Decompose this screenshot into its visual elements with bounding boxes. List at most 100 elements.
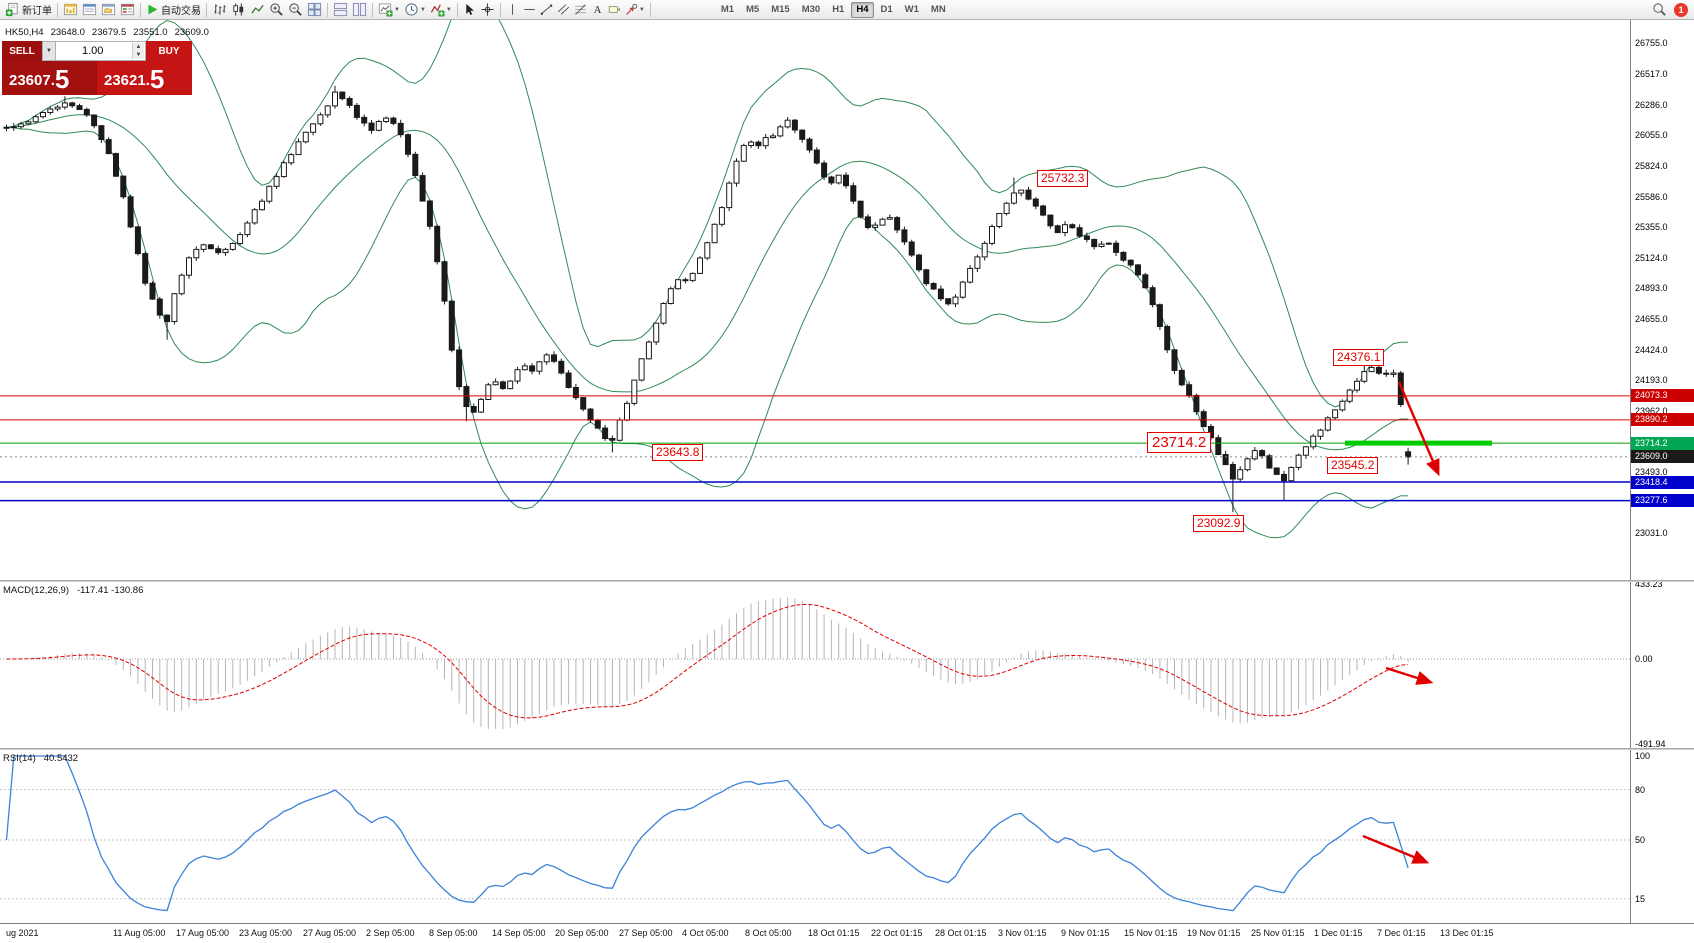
buy-price-button[interactable]: 23621. 5 bbox=[97, 61, 192, 95]
market-watch-button[interactable] bbox=[61, 1, 80, 19]
data-window-button[interactable] bbox=[80, 1, 99, 19]
zoom-in-button[interactable] bbox=[267, 1, 286, 19]
chevron-down-icon: ▼ bbox=[394, 6, 400, 13]
price-axis-label: 26055.0 bbox=[1635, 130, 1668, 140]
hline-icon bbox=[523, 3, 536, 16]
price-annotation[interactable]: 23545.2 bbox=[1327, 457, 1379, 474]
price-annotation[interactable]: 23714.2 bbox=[1147, 432, 1212, 453]
indicators-button[interactable]: ▼ bbox=[428, 1, 454, 19]
timeframe-button-h1[interactable]: H1 bbox=[832, 3, 845, 15]
timeframe-button-h4[interactable]: H4 bbox=[851, 1, 874, 18]
text-label-button[interactable] bbox=[606, 1, 623, 19]
time-axis-label: 9 Nov 01:15 bbox=[1061, 928, 1110, 938]
search-button[interactable] bbox=[1650, 1, 1669, 19]
price-annotation[interactable]: 25732.3 bbox=[1037, 170, 1089, 187]
volume-down-button[interactable]: ▼ bbox=[135, 52, 142, 58]
price-axis-label: 24655.0 bbox=[1635, 314, 1668, 324]
svg-text:A: A bbox=[594, 5, 602, 16]
price-axis-label: 25355.0 bbox=[1635, 222, 1668, 232]
rsi-chart bbox=[0, 755, 1630, 912]
trend-arrow[interactable] bbox=[1397, 381, 1440, 477]
timeframe-button-m5[interactable]: M5 bbox=[746, 3, 760, 15]
price-axis-label: 24893.0 bbox=[1635, 283, 1668, 293]
time-axis-label: 25 Nov 01:15 bbox=[1251, 928, 1305, 938]
autotrade-button-label: 自动交易 bbox=[161, 6, 201, 17]
symbol-timeframe: HK50,H4 bbox=[5, 27, 44, 38]
trend-arrow[interactable] bbox=[1385, 666, 1434, 685]
volume-input[interactable]: 1.00 ▲ ▼ bbox=[56, 41, 146, 61]
trend-arrow[interactable] bbox=[1362, 834, 1430, 864]
macd-panel[interactable]: MACD(12,26,9) -117.41 -130.86 bbox=[0, 582, 1630, 748]
vertical-line-button[interactable] bbox=[504, 1, 521, 19]
new-order-button[interactable]: 新订单 bbox=[3, 1, 54, 19]
equidistant-channel-button[interactable] bbox=[555, 1, 572, 19]
terminal-button[interactable] bbox=[118, 1, 137, 19]
autotrade-play-icon bbox=[146, 3, 159, 16]
price-axis[interactable]: 26755.0 26517.0 26286.0 26055.0 25824.0 25586… bbox=[1630, 20, 1694, 923]
chart-candles-button[interactable] bbox=[229, 1, 248, 19]
data-window-icon bbox=[82, 2, 97, 17]
price-annotation[interactable]: 24376.1 bbox=[1333, 349, 1385, 366]
timeframe-button-mn[interactable]: MN bbox=[930, 3, 946, 15]
panel-splitter[interactable] bbox=[0, 580, 1694, 582]
price-axis-label: 23962.0 bbox=[1635, 406, 1668, 416]
price-annotation[interactable]: 23643.8 bbox=[652, 444, 704, 461]
ohlc-close: 23609.0 bbox=[174, 27, 209, 38]
new-chart-button[interactable]: ▼ bbox=[376, 1, 402, 19]
timeframe-button-d1[interactable]: D1 bbox=[880, 3, 893, 15]
sell-button[interactable]: SELL bbox=[2, 41, 42, 61]
price-annotation[interactable]: 23092.9 bbox=[1193, 515, 1245, 532]
autotrade-button[interactable]: 自动交易 bbox=[144, 1, 203, 19]
arrange-vertical-button[interactable] bbox=[350, 1, 369, 19]
price-axis-label: 25586.0 bbox=[1635, 192, 1668, 202]
trendline-button[interactable] bbox=[538, 1, 555, 19]
arrange-horizontal-button[interactable] bbox=[331, 1, 350, 19]
label-icon bbox=[608, 3, 621, 16]
chart-profiles-button[interactable]: ▼ bbox=[402, 1, 428, 19]
candlestick-chart[interactable] bbox=[0, 20, 1630, 580]
shapes-button[interactable]: ▼ bbox=[623, 1, 647, 19]
horizontal-line-button[interactable] bbox=[521, 1, 538, 19]
tile-windows-button[interactable] bbox=[305, 1, 324, 19]
price-axis-badge: 23890.2 bbox=[1631, 413, 1694, 426]
cursor-button[interactable] bbox=[461, 1, 478, 19]
time-axis-label: 13 Dec 01:15 bbox=[1440, 928, 1494, 938]
chart-bars-button[interactable] bbox=[210, 1, 229, 19]
horizontal-price-lines[interactable] bbox=[0, 395, 1630, 502]
buy-price: 23621. bbox=[104, 72, 150, 89]
text-icon: A bbox=[591, 3, 604, 16]
toolbar: 新订单 自动交易 ▼ ▼ ▼ A ▼ M1 M5 M15 M30 H1 H4 D1 W1 MN 1 bbox=[0, 0, 1694, 20]
time-axis-label: 2 Sep 05:00 bbox=[366, 928, 415, 938]
one-click-trading-panel: SELL ▼ 1.00 ▲ ▼ BUY 23607. 5 23621. 5 bbox=[2, 41, 192, 95]
zoom-out-button[interactable] bbox=[286, 1, 305, 19]
rsi-panel[interactable]: RSI(14) 40.5432 bbox=[0, 750, 1630, 922]
timeframe-button-m15[interactable]: M15 bbox=[771, 3, 790, 15]
time-axis-label: 14 Sep 05:00 bbox=[492, 928, 546, 938]
fibonacci-button[interactable] bbox=[572, 1, 589, 19]
toolbar-separator bbox=[140, 2, 141, 17]
price-axis-badge: 24073.3 bbox=[1631, 389, 1694, 402]
shapes-icon bbox=[625, 3, 638, 16]
bollinger-bands bbox=[6, 20, 1409, 539]
panel-splitter[interactable] bbox=[0, 748, 1694, 750]
price-axis-label: 25124.0 bbox=[1635, 253, 1668, 263]
volume-up-button[interactable]: ▲ bbox=[135, 44, 142, 50]
toolbar-separator bbox=[499, 2, 501, 17]
chart-line-button[interactable] bbox=[248, 1, 267, 19]
navigator-button[interactable] bbox=[99, 1, 118, 19]
time-axis-label: 11 Aug 05:00 bbox=[113, 928, 166, 938]
crosshair-button[interactable] bbox=[478, 1, 497, 19]
timeframe-button-m1[interactable]: M1 bbox=[720, 3, 735, 15]
text-button[interactable]: A bbox=[589, 1, 606, 19]
price-axis-label: 26286.0 bbox=[1635, 100, 1668, 110]
notification-badge[interactable]: 1 bbox=[1674, 2, 1688, 17]
chart-line-icon bbox=[250, 2, 265, 17]
buy-button[interactable]: BUY bbox=[146, 41, 192, 61]
ohlc-high: 23679.5 bbox=[91, 27, 127, 38]
time-axis[interactable]: ug 2021 11 Aug 05:00 17 Aug 05:00 23 Aug 05… bbox=[0, 923, 1694, 943]
sell-price-button[interactable]: 23607. 5 bbox=[2, 61, 97, 95]
volume-dropdown-button[interactable]: ▼ bbox=[42, 41, 56, 61]
timeframe-button-w1[interactable]: W1 bbox=[904, 3, 919, 15]
timeframe-button-m30[interactable]: M30 bbox=[801, 3, 821, 15]
price-chart-panel[interactable]: HK50,H4 23648.0 23679.5 23551.0 23609.0 … bbox=[0, 20, 1630, 580]
